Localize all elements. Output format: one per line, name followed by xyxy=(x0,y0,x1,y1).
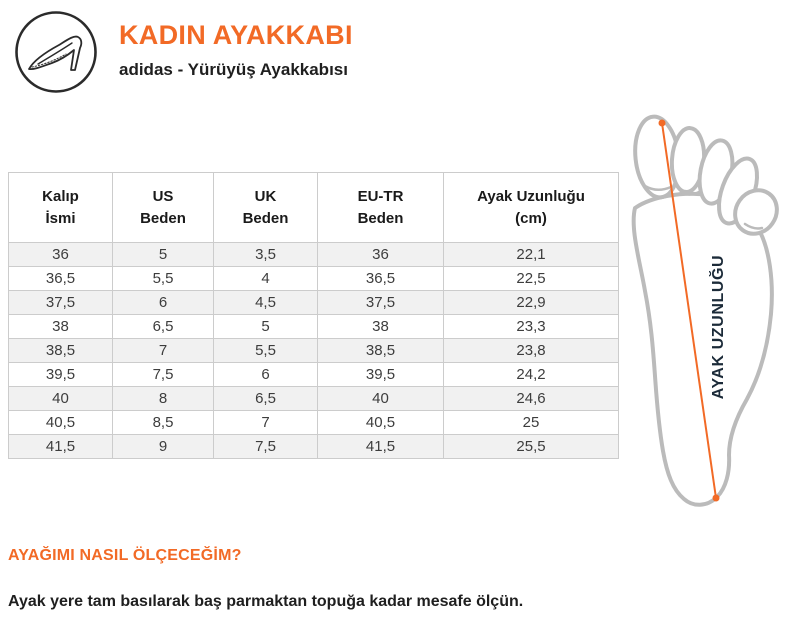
table-row: 38,5 7 5,5 38,5 23,8 xyxy=(8,338,619,363)
table-cell: 7 xyxy=(213,410,318,435)
high-heel-shoe-icon xyxy=(14,10,98,94)
table-cell: 38 xyxy=(8,314,113,339)
column-header: US Beden xyxy=(112,172,214,243)
table-cell: 38,5 xyxy=(8,338,113,363)
column-header: EU-TR Beden xyxy=(317,172,444,243)
table-cell: 6 xyxy=(213,362,318,387)
table-cell: 40,5 xyxy=(317,410,444,435)
table-row: 36,5 5,5 4 36,5 22,5 xyxy=(8,266,619,291)
measure-question-heading: AYAĞIMI NASIL ÖLÇECEĞİM? xyxy=(8,547,242,564)
table-cell: 24,6 xyxy=(443,386,619,411)
table-cell: 5 xyxy=(112,242,214,267)
table-row: 38 6,5 5 38 23,3 xyxy=(8,314,619,339)
table-cell: 7,5 xyxy=(213,434,318,459)
table-cell: 4 xyxy=(213,266,318,291)
table-cell: 8,5 xyxy=(112,410,214,435)
column-header: Kalıp İsmi xyxy=(8,172,113,243)
table-cell: 23,3 xyxy=(443,314,619,339)
size-table: Kalıp İsmi US Beden UK Beden EU-TR Beden Aya… xyxy=(8,172,619,459)
table-cell: 7 xyxy=(112,338,214,363)
table-cell: 40 xyxy=(317,386,444,411)
table-row: 36 5 3,5 36 22,1 xyxy=(8,242,619,267)
table-cell: 6 xyxy=(112,290,214,315)
table-row: 40,5 8,5 7 40,5 25 xyxy=(8,410,619,435)
table-cell: 23,8 xyxy=(443,338,619,363)
table-cell: 3,5 xyxy=(213,242,318,267)
table-cell: 9 xyxy=(112,434,214,459)
table-cell: 8 xyxy=(112,386,214,411)
column-header: Ayak Uzunluğu (cm) xyxy=(443,172,619,243)
table-cell: 22,5 xyxy=(443,266,619,291)
table-header-row: Kalıp İsmi US Beden UK Beden EU-TR Beden Aya… xyxy=(8,172,619,243)
table-cell: 5,5 xyxy=(112,266,214,291)
table-cell: 40 xyxy=(8,386,113,411)
table-cell: 36 xyxy=(8,242,113,267)
header-text: KADIN AYAKKABI adidas - Yürüyüş Ayakkabı… xyxy=(119,10,353,80)
table-cell: 7,5 xyxy=(112,362,214,387)
table-cell: 36,5 xyxy=(8,266,113,291)
table-cell: 5 xyxy=(213,314,318,339)
table-cell: 22,9 xyxy=(443,290,619,315)
foot-length-label: AYAK UZUNLUĞU xyxy=(708,255,727,399)
table-cell: 40,5 xyxy=(8,410,113,435)
page-subtitle: adidas - Yürüyüş Ayakkabısı xyxy=(119,59,348,79)
table-cell: 36,5 xyxy=(317,266,444,291)
table-cell: 38 xyxy=(317,314,444,339)
table-cell: 38,5 xyxy=(317,338,444,363)
table-cell: 41,5 xyxy=(8,434,113,459)
table-cell: 39,5 xyxy=(8,362,113,387)
table-cell: 5,5 xyxy=(213,338,318,363)
table-cell: 36 xyxy=(317,242,444,267)
page-title: KADIN AYAKKABI xyxy=(119,20,353,50)
table-cell: 41,5 xyxy=(317,434,444,459)
table-row: 41,5 9 7,5 41,5 25,5 xyxy=(8,434,619,459)
table-cell: 37,5 xyxy=(317,290,444,315)
table-cell: 24,2 xyxy=(443,362,619,387)
table-cell: 25,5 xyxy=(443,434,619,459)
measure-instruction-text: Ayak yere tam basılarak baş parmaktan to… xyxy=(8,593,524,610)
table-cell: 6,5 xyxy=(213,386,318,411)
table-row: 37,5 6 4,5 37,5 22,9 xyxy=(8,290,619,315)
measure-section: AYAĞIMI NASIL ÖLÇECEĞİM? Ayak yere tam b… xyxy=(8,547,618,611)
table-cell: 22,1 xyxy=(443,242,619,267)
foot-measure-diagram: AYAK UZUNLUĞU xyxy=(598,100,800,540)
column-header: UK Beden xyxy=(213,172,318,243)
foot-outline xyxy=(631,114,779,507)
table-cell: 4,5 xyxy=(213,290,318,315)
table-cell: 39,5 xyxy=(317,362,444,387)
measurement-line xyxy=(658,119,720,502)
table-row: 39,5 7,5 6 39,5 24,2 xyxy=(8,362,619,387)
table-row: 40 8 6,5 40 24,6 xyxy=(8,386,619,411)
table-cell: 37,5 xyxy=(8,290,113,315)
table-cell: 6,5 xyxy=(112,314,214,339)
page-header: KADIN AYAKKABI adidas - Yürüyüş Ayakkabı… xyxy=(14,10,353,94)
table-cell: 25 xyxy=(443,410,619,435)
